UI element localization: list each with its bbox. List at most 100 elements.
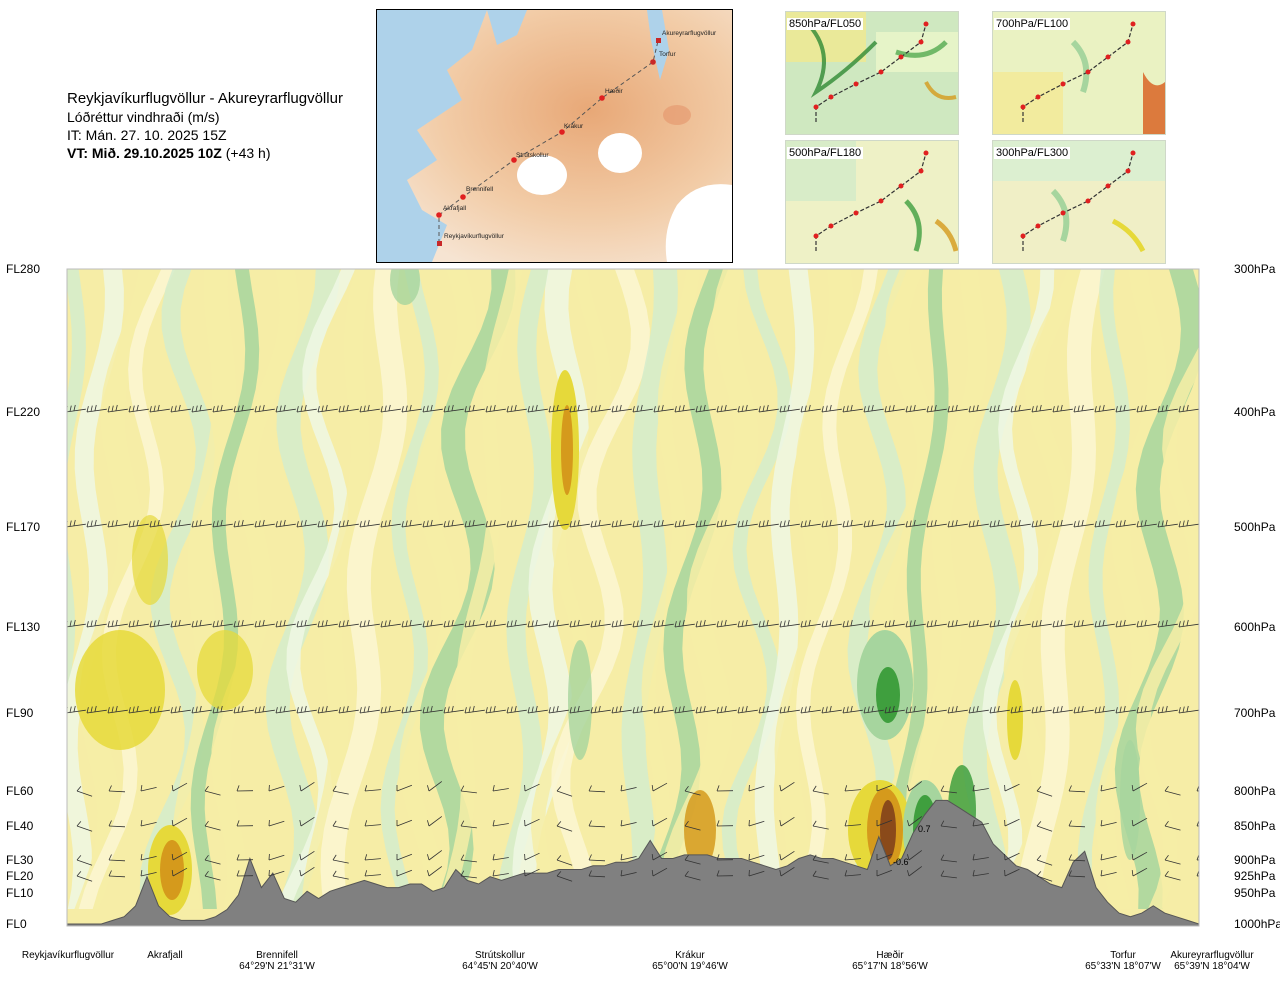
velocity-band xyxy=(643,269,729,909)
marker-brennifell[interactable] xyxy=(460,194,466,200)
waypoint-name: Krákur xyxy=(675,950,705,961)
waypoint-label: Reykjavíkurflugvöllur xyxy=(8,950,128,961)
thumbnail-700hpa[interactable]: 700hPa/FL100 xyxy=(992,11,1166,135)
route-map[interactable]: Akureyrarflugvöllur Torfur Hæðir Krákur … xyxy=(376,9,733,263)
annotation-positive: 0.7 xyxy=(918,824,931,834)
wind-barb xyxy=(359,404,380,413)
wind-barb xyxy=(396,853,413,861)
wind-barb xyxy=(989,619,1010,628)
thumbnail-300hpa[interactable]: 300hPa/FL300 xyxy=(992,140,1166,264)
velocity-band xyxy=(1014,269,1105,909)
marker-akrafjall[interactable] xyxy=(436,212,442,218)
wind-barb xyxy=(443,619,464,628)
wind-barb xyxy=(556,871,573,882)
wind-barb xyxy=(171,851,188,861)
route-line xyxy=(438,40,659,243)
wind-barb xyxy=(213,269,216,270)
thumbnail-850hpa[interactable]: 850hPa/FL050 xyxy=(785,11,959,135)
wind-barb xyxy=(940,820,957,829)
wind-barb xyxy=(1178,619,1199,628)
wind-barb xyxy=(236,820,254,827)
wind-barb xyxy=(907,866,923,877)
wind-barb xyxy=(527,619,548,628)
marker-strutskollur[interactable] xyxy=(511,157,517,163)
wind-barb xyxy=(1031,404,1052,413)
wind-barb xyxy=(275,404,296,413)
wind-barb xyxy=(1010,705,1031,714)
wind-barb xyxy=(460,854,477,863)
marker-torfur[interactable] xyxy=(650,59,656,65)
wind-barb xyxy=(972,854,989,861)
wind-barb xyxy=(299,781,315,792)
wind-barb xyxy=(380,619,401,628)
wind-barb xyxy=(128,705,149,714)
wind-barb xyxy=(940,785,957,794)
wind-barb xyxy=(45,784,60,791)
wind-barb xyxy=(1073,404,1094,413)
wind-barb xyxy=(1100,854,1117,861)
wind-barb xyxy=(506,705,527,714)
wind-barb xyxy=(191,619,212,628)
wind-barb xyxy=(588,820,606,828)
wind-barb xyxy=(695,705,716,714)
wind-barb xyxy=(332,870,349,880)
wind-barb xyxy=(171,269,174,270)
wind-barb xyxy=(233,404,254,413)
waypoint-name: Strútskollur xyxy=(474,950,525,961)
wind-barb xyxy=(67,269,69,270)
wind-barb xyxy=(717,269,720,270)
wind-barb xyxy=(905,519,926,528)
wind-barb xyxy=(86,519,107,528)
map-label-haedir: Hæðir xyxy=(605,87,624,95)
marker-haedir[interactable] xyxy=(599,95,605,101)
velocity-band xyxy=(67,269,124,909)
pressure-label: 925hPa xyxy=(1234,869,1276,883)
wind-barb xyxy=(45,819,60,826)
wind-barb xyxy=(569,404,590,413)
wind-barb xyxy=(464,705,485,714)
marker-reykjavikurflugvollur[interactable] xyxy=(437,241,442,246)
wind-barb xyxy=(422,519,443,528)
wind-barb xyxy=(128,619,149,628)
wind-barb xyxy=(1011,269,1014,270)
thumbnail-700hpa-canvas xyxy=(993,12,1165,134)
wind-barb xyxy=(528,269,531,270)
route-map-canvas: Akureyrarflugvöllur Torfur Hæðir Krákur … xyxy=(377,10,732,262)
wind-barb xyxy=(653,519,674,528)
velocity-band xyxy=(301,269,374,909)
wind-barb xyxy=(737,404,758,413)
waypoint-coord: 65°39'N 18°04'W xyxy=(1174,961,1250,972)
wind-barb xyxy=(191,705,212,714)
wind-barb xyxy=(422,619,443,628)
velocity-band xyxy=(399,269,477,909)
wind-barb xyxy=(380,519,401,528)
marker-akureyrarflugvollur[interactable] xyxy=(656,38,661,43)
fl-label: FL280 xyxy=(6,262,41,276)
wind-barb xyxy=(844,854,861,861)
wind-barb xyxy=(926,404,947,413)
velocity-band xyxy=(437,269,523,909)
wind-barb xyxy=(972,870,989,877)
wind-barb xyxy=(632,705,653,714)
wind-barb xyxy=(1131,851,1148,861)
wind-barb xyxy=(275,519,296,528)
wind-barb xyxy=(737,619,758,628)
marker-krakur[interactable] xyxy=(559,129,565,135)
wind-barb xyxy=(460,820,477,829)
map-station-labels: Akureyrarflugvöllur Torfur Hæðir Krákur … xyxy=(443,30,717,240)
wind-barb xyxy=(1131,867,1148,877)
wind-barb xyxy=(45,869,60,876)
wind-barb xyxy=(653,619,674,628)
waypoint-name: Hæðir xyxy=(876,950,904,961)
wind-barb xyxy=(674,519,695,528)
wind-barb xyxy=(527,519,548,528)
wind-barb xyxy=(885,269,888,270)
wind-barb xyxy=(236,870,254,877)
wind-barb xyxy=(876,853,893,861)
wind-barb xyxy=(212,619,233,628)
thumbnail-500hpa[interactable]: 500hPa/FL180 xyxy=(785,140,959,264)
wind-barb xyxy=(800,619,821,628)
waypoint-coord: 64°29'N 21°31'W xyxy=(239,961,315,972)
wind-barb xyxy=(492,820,509,827)
